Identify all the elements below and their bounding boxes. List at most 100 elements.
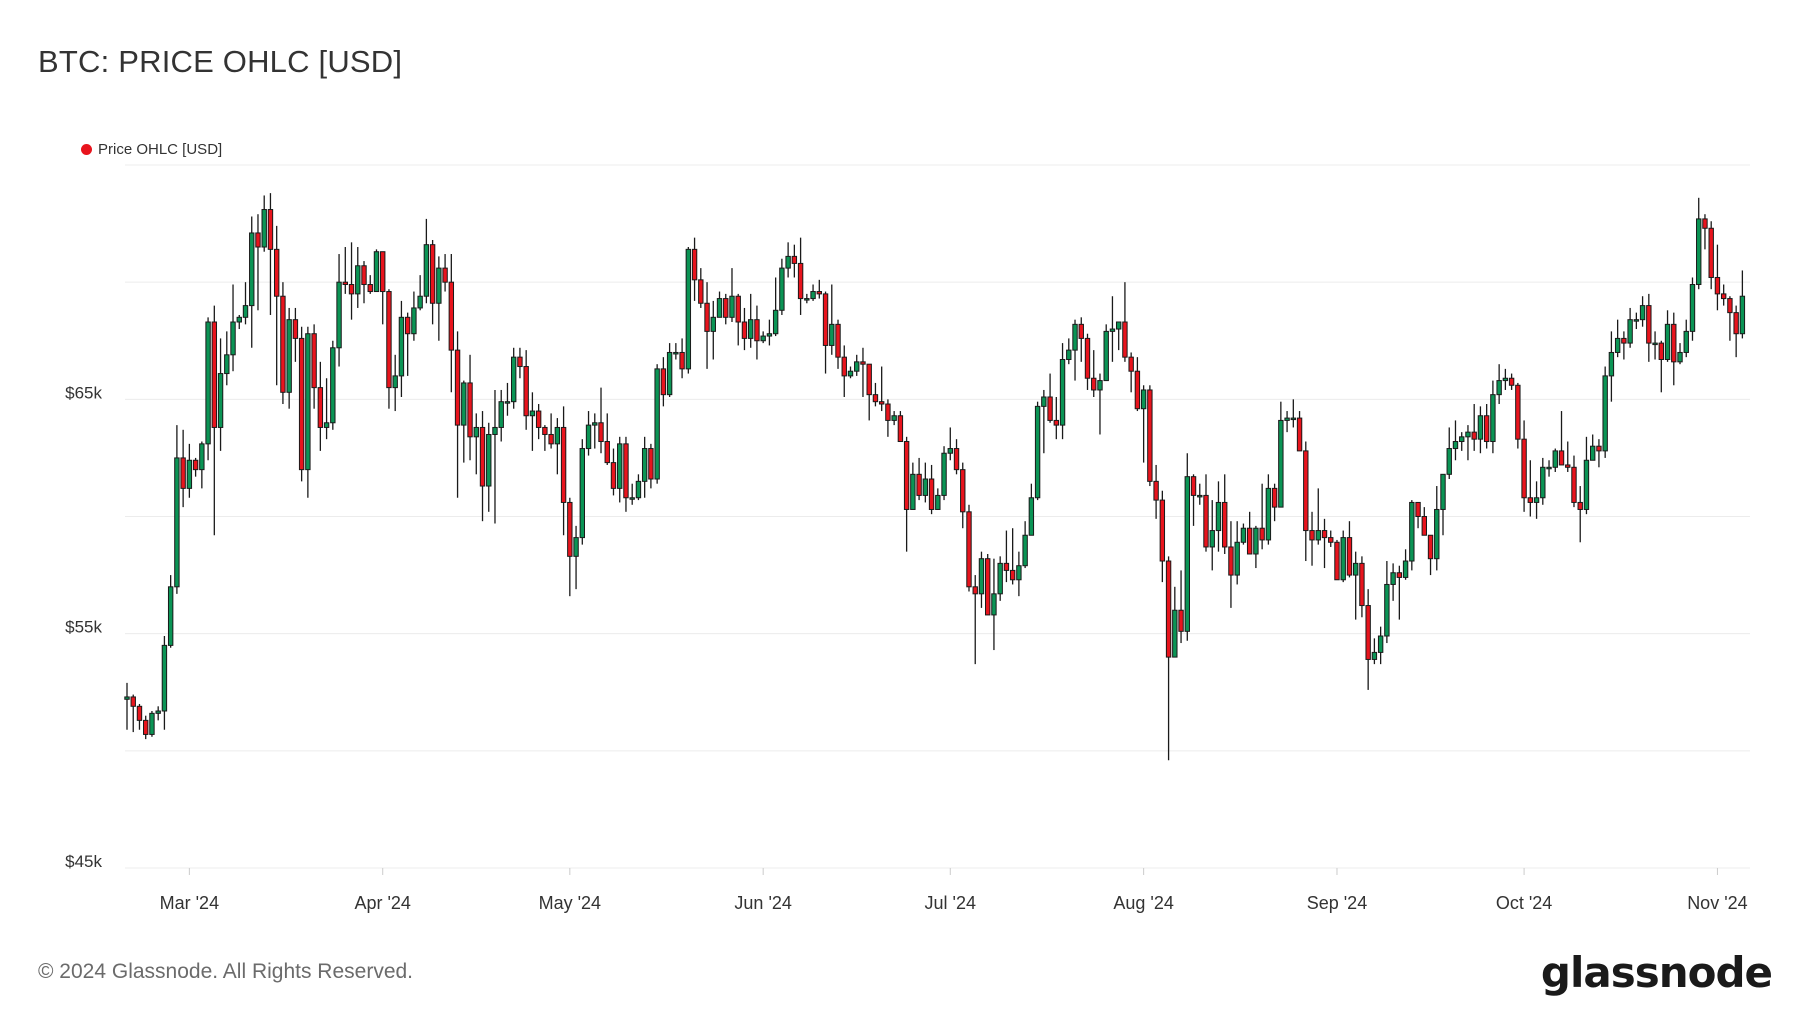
- candle[interactable]: [1708, 221, 1714, 290]
- candle[interactable]: [510, 347, 517, 409]
- candle[interactable]: [1290, 399, 1297, 428]
- candle[interactable]: [691, 237, 698, 301]
- candle[interactable]: [716, 291, 723, 318]
- candle[interactable]: [629, 483, 635, 505]
- candle[interactable]: [791, 244, 798, 278]
- candle[interactable]: [685, 247, 692, 374]
- candle[interactable]: [1190, 474, 1197, 526]
- candle[interactable]: [835, 319, 841, 369]
- candle[interactable]: [1147, 385, 1153, 487]
- candle[interactable]: [367, 275, 373, 294]
- candle[interactable]: [380, 251, 386, 325]
- candle[interactable]: [486, 422, 492, 512]
- candle[interactable]: [1172, 586, 1178, 658]
- candle[interactable]: [1602, 366, 1608, 458]
- candle[interactable]: [741, 307, 748, 351]
- candle[interactable]: [1639, 296, 1646, 327]
- candle[interactable]: [1446, 427, 1452, 480]
- candle[interactable]: [935, 488, 941, 510]
- candle[interactable]: [217, 338, 224, 451]
- candle[interactable]: [1265, 474, 1272, 545]
- candle[interactable]: [448, 254, 455, 393]
- candle[interactable]: [567, 497, 573, 597]
- candle[interactable]: [666, 343, 673, 397]
- candle[interactable]: [1334, 539, 1340, 581]
- candle[interactable]: [1621, 331, 1627, 360]
- candle[interactable]: [585, 411, 592, 456]
- candle[interactable]: [1034, 401, 1041, 501]
- candle[interactable]: [1140, 385, 1147, 463]
- candle[interactable]: [866, 363, 872, 421]
- candle[interactable]: [1714, 244, 1721, 311]
- candle[interactable]: [960, 462, 966, 529]
- candle[interactable]: [392, 354, 398, 412]
- candle[interactable]: [847, 366, 854, 379]
- candle[interactable]: [947, 427, 953, 461]
- candle[interactable]: [548, 413, 554, 449]
- candle[interactable]: [1128, 352, 1134, 393]
- candle[interactable]: [167, 575, 174, 648]
- candle[interactable]: [1278, 401, 1284, 508]
- candle[interactable]: [1271, 483, 1278, 522]
- candle[interactable]: [473, 413, 479, 475]
- candle[interactable]: [885, 399, 891, 437]
- candle[interactable]: [598, 387, 604, 454]
- candle[interactable]: [1402, 549, 1409, 580]
- candle[interactable]: [492, 389, 498, 524]
- candle[interactable]: [1122, 282, 1128, 362]
- candle[interactable]: [1540, 457, 1546, 505]
- candle[interactable]: [398, 300, 405, 397]
- candle[interactable]: [1508, 373, 1515, 390]
- candle[interactable]: [1203, 474, 1209, 552]
- candle[interactable]: [1016, 551, 1022, 597]
- candle[interactable]: [373, 249, 380, 293]
- candle[interactable]: [1577, 486, 1583, 543]
- candle[interactable]: [878, 366, 885, 412]
- candle[interactable]: [772, 277, 779, 337]
- candle[interactable]: [149, 710, 155, 737]
- candle[interactable]: [1608, 331, 1615, 402]
- candle[interactable]: [560, 406, 567, 536]
- candle[interactable]: [1733, 305, 1739, 358]
- candle[interactable]: [1633, 312, 1640, 330]
- candle[interactable]: [854, 354, 860, 376]
- candle[interactable]: [1346, 521, 1353, 578]
- candle[interactable]: [1415, 501, 1421, 529]
- candle[interactable]: [573, 525, 579, 590]
- candle[interactable]: [298, 326, 305, 482]
- candle[interactable]: [1153, 464, 1159, 519]
- candle[interactable]: [1627, 307, 1633, 348]
- candle[interactable]: [1159, 490, 1166, 583]
- candle[interactable]: [1365, 589, 1371, 690]
- candle[interactable]: [1309, 511, 1315, 566]
- candle[interactable]: [1427, 534, 1434, 576]
- candle[interactable]: [910, 462, 916, 510]
- candle[interactable]: [1284, 411, 1290, 433]
- candle[interactable]: [1384, 561, 1390, 644]
- candle[interactable]: [155, 706, 161, 721]
- candle[interactable]: [523, 350, 529, 430]
- candle[interactable]: [143, 715, 149, 740]
- candle[interactable]: [417, 275, 423, 311]
- candle[interactable]: [1496, 364, 1502, 405]
- candle[interactable]: [1066, 338, 1072, 365]
- candle[interactable]: [1596, 439, 1602, 468]
- candle[interactable]: [136, 703, 143, 730]
- candle[interactable]: [1321, 518, 1328, 569]
- candle[interactable]: [1646, 293, 1652, 362]
- candle[interactable]: [704, 282, 710, 369]
- candle[interactable]: [1240, 523, 1247, 545]
- candle[interactable]: [192, 457, 199, 477]
- candle[interactable]: [1565, 441, 1571, 472]
- candle[interactable]: [454, 331, 461, 498]
- candle[interactable]: [916, 457, 922, 501]
- candle[interactable]: [760, 331, 766, 344]
- candle[interactable]: [255, 214, 261, 311]
- candle[interactable]: [617, 436, 623, 503]
- candle[interactable]: [1091, 350, 1097, 397]
- candle[interactable]: [1490, 380, 1496, 454]
- candle[interactable]: [205, 317, 211, 461]
- candle[interactable]: [1727, 296, 1733, 341]
- candle[interactable]: [211, 305, 218, 536]
